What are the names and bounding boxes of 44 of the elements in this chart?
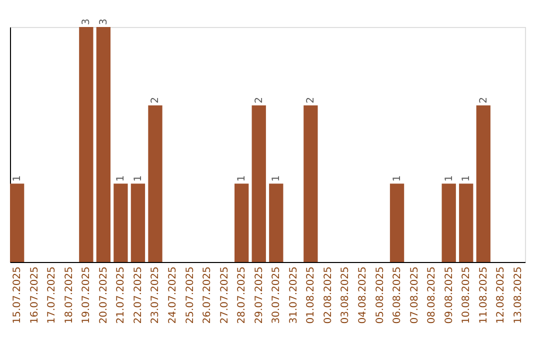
data-label: 1 [271, 175, 282, 182]
x-tick-label: 30.07.2025 [271, 266, 282, 324]
x-tick-label: 24.07.2025 [168, 266, 179, 324]
data-label: 1 [116, 175, 127, 182]
x-tick-label: 18.07.2025 [64, 266, 75, 324]
data-label: 1 [236, 175, 248, 182]
x-tick-label: 09.08.2025 [444, 266, 455, 324]
data-label: 3 [81, 18, 92, 25]
data-label: 1 [461, 175, 472, 182]
x-tick-label: 08.08.2025 [426, 266, 438, 324]
data-label: 1 [444, 175, 455, 182]
data-label: 3 [98, 18, 110, 25]
x-tick-label: 10.08.2025 [461, 266, 472, 324]
x-tick-label: 23.07.2025 [150, 266, 162, 324]
x-tick-label: 04.08.2025 [357, 266, 368, 324]
x-tick-label: 25.07.2025 [184, 266, 196, 324]
x-tick-label: 29.07.2025 [254, 266, 265, 324]
x-tick-label: 21.07.2025 [116, 266, 127, 324]
x-tick-label: 28.07.2025 [236, 266, 248, 324]
data-label: 1 [392, 175, 404, 182]
data-label: 2 [150, 96, 162, 104]
data-label: 2 [306, 96, 317, 104]
x-tick-label: 22.07.2025 [132, 266, 144, 324]
x-tick-label: 17.07.2025 [46, 266, 58, 324]
x-tick-label: 26.07.2025 [202, 266, 214, 324]
x-tick-label: 16.07.2025 [29, 266, 40, 324]
x-tick-label: 20.07.2025 [98, 266, 110, 324]
x-tick-label: 19.07.2025 [81, 266, 92, 324]
x-tick-label: 12.08.2025 [496, 266, 507, 324]
x-tick-label: 06.08.2025 [392, 266, 404, 324]
x-tick-label: 03.08.2025 [340, 266, 352, 324]
x-tick-label: 27.07.2025 [219, 266, 230, 324]
x-tick-label: 15.07.2025 [12, 266, 24, 324]
data-label: 1 [132, 175, 144, 182]
x-tick-label: 05.08.2025 [374, 266, 386, 324]
x-tick-label: 31.07.2025 [288, 266, 300, 324]
data-label: 2 [254, 96, 265, 104]
x-tick-label: 13.08.2025 [512, 266, 524, 324]
x-tick-label: 02.08.2025 [322, 266, 334, 324]
x-tick-label: 07.08.2025 [409, 266, 420, 324]
x-tick-label: 11.08.2025 [478, 266, 490, 324]
data-label: 1 [12, 175, 24, 182]
x-tick-label: 01.08.2025 [306, 266, 317, 324]
data-label: 2 [478, 96, 490, 104]
